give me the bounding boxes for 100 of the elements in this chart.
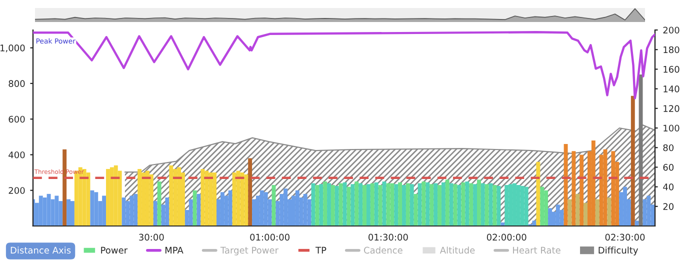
bar xyxy=(70,201,74,226)
bar xyxy=(611,151,616,226)
bar xyxy=(338,183,343,226)
bar xyxy=(623,186,627,226)
legend-label: MPA xyxy=(165,246,184,254)
bar xyxy=(334,186,339,226)
bar xyxy=(248,158,252,226)
bar xyxy=(430,184,434,226)
bar xyxy=(62,149,67,226)
bar xyxy=(524,186,528,226)
bar xyxy=(386,183,390,226)
legend-label: Power xyxy=(101,246,128,254)
bar xyxy=(540,186,544,226)
legend-label: Target Power xyxy=(220,246,279,256)
bar xyxy=(480,183,485,226)
y2-tick-label: 180 xyxy=(664,46,680,54)
bar xyxy=(465,181,470,226)
y2-tick-label: 160 xyxy=(664,66,680,73)
bar xyxy=(374,182,378,226)
bar xyxy=(544,190,548,226)
x-tick-label: 02:00:00 xyxy=(486,234,526,241)
bar xyxy=(580,154,584,226)
bar xyxy=(548,208,552,226)
y2-tick-label: 200 xyxy=(663,26,680,34)
bar xyxy=(106,168,110,226)
y-tick-label: 400 xyxy=(8,151,25,158)
bar xyxy=(350,184,355,226)
bar xyxy=(504,185,509,226)
bar xyxy=(370,183,374,226)
bar xyxy=(208,172,213,226)
bar xyxy=(173,168,178,226)
bar xyxy=(188,199,193,226)
x-tick-label: 01:30:00 xyxy=(368,234,408,241)
bar xyxy=(520,186,524,226)
legend-label: Heart Rate xyxy=(513,246,560,254)
bar xyxy=(630,96,635,226)
bar xyxy=(354,181,359,226)
bar xyxy=(260,190,264,226)
bar xyxy=(469,183,474,226)
bar xyxy=(165,197,170,226)
bar xyxy=(366,184,370,226)
text: Distance Axis xyxy=(10,246,71,254)
bar xyxy=(200,168,205,226)
bar xyxy=(646,196,651,226)
bar xyxy=(398,182,402,226)
bar xyxy=(358,183,363,226)
bar xyxy=(434,183,438,226)
bar xyxy=(319,184,324,226)
bar xyxy=(66,199,70,226)
bar xyxy=(114,165,118,226)
bar xyxy=(488,183,493,226)
bar xyxy=(330,185,335,226)
bar xyxy=(390,183,394,226)
bar xyxy=(42,197,47,226)
bar xyxy=(342,182,347,226)
bar xyxy=(410,184,414,226)
bar xyxy=(576,194,580,226)
bar xyxy=(426,182,430,226)
bar xyxy=(145,170,150,226)
y2-tick-label: 60 xyxy=(663,164,674,171)
bar xyxy=(394,184,398,226)
x-tick-label: 30:00 xyxy=(139,234,164,241)
bar xyxy=(38,196,43,226)
bar xyxy=(157,181,162,226)
y2-tick-label: 100 xyxy=(664,124,680,132)
bar xyxy=(303,194,308,226)
bar xyxy=(595,199,600,226)
bar xyxy=(252,199,256,226)
bar xyxy=(323,181,328,226)
y-tick-label: 200 xyxy=(8,187,25,194)
y2-tick-label: 140 xyxy=(664,86,680,92)
y2-tick-label: 20 xyxy=(663,203,674,210)
bar xyxy=(212,172,217,226)
bar xyxy=(584,202,588,226)
bar xyxy=(90,190,94,226)
bar xyxy=(508,184,513,226)
bar xyxy=(634,220,639,226)
y2-tick-label: 80 xyxy=(663,144,674,152)
bar xyxy=(240,172,244,226)
bar xyxy=(473,184,478,226)
bar xyxy=(169,165,174,226)
bar xyxy=(228,190,232,226)
bar xyxy=(607,197,612,226)
legend-label: Cadence xyxy=(364,246,402,254)
legend-label: Difficulty xyxy=(598,246,638,256)
bar xyxy=(54,196,59,226)
bar xyxy=(134,194,138,226)
bar xyxy=(94,192,98,226)
bar xyxy=(536,162,540,226)
bar xyxy=(445,180,450,226)
bar xyxy=(591,140,596,226)
legend-label: Altitude xyxy=(440,246,475,254)
bar xyxy=(453,184,458,226)
bar xyxy=(461,182,466,226)
y-tick-label: 600 xyxy=(8,116,25,123)
bar xyxy=(638,74,643,226)
line-series xyxy=(33,31,655,100)
bar xyxy=(362,185,366,226)
bar xyxy=(449,183,454,226)
bar xyxy=(402,185,406,226)
